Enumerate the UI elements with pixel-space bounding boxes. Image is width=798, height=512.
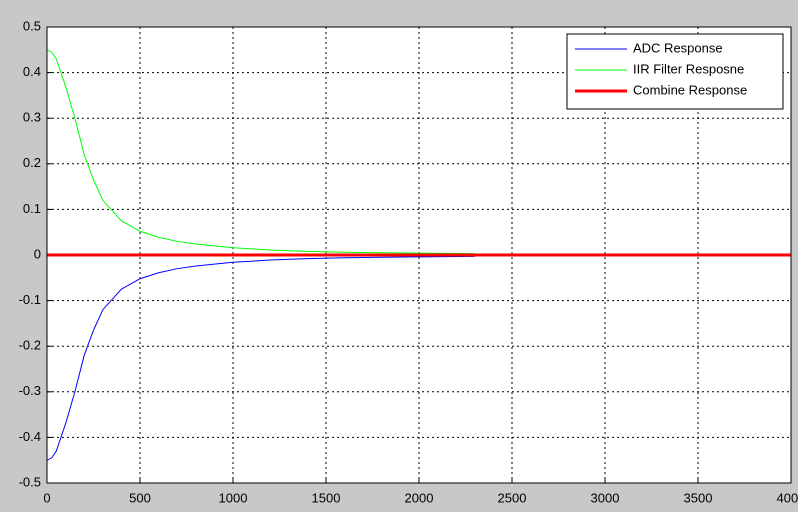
y-tick-label: -0.2	[19, 338, 41, 353]
y-tick-label: -0.1	[19, 292, 41, 307]
x-tick-label: 2500	[498, 490, 527, 505]
y-tick-label: 0.2	[23, 155, 41, 170]
data-line	[46, 255, 475, 461]
axes-frame	[46, 26, 792, 484]
y-tick-label: -0.4	[19, 429, 41, 444]
legend-box	[566, 33, 784, 110]
x-tick-label: 1500	[312, 490, 341, 505]
legend-label: ADC Response	[633, 40, 723, 55]
y-tick-label: 0.1	[23, 201, 41, 216]
x-tick-label: 3000	[591, 490, 620, 505]
y-tick-label: 0.4	[23, 64, 41, 79]
y-tick-label: 0.3	[23, 110, 41, 125]
x-tick-label: 4000	[777, 490, 798, 505]
data-line	[46, 49, 475, 255]
y-tick-label: 0	[34, 246, 41, 261]
y-tick-label: -0.3	[19, 383, 41, 398]
x-tick-label: 2000	[405, 490, 434, 505]
x-tick-label: 3500	[684, 490, 713, 505]
legend-label: Combine Response	[633, 82, 747, 97]
x-tick-label: 1000	[219, 490, 248, 505]
x-tick-label: 500	[129, 490, 151, 505]
legend-label: IIR Filter Resposne	[633, 61, 744, 76]
y-tick-label: -0.5	[19, 474, 41, 489]
x-tick-label: 0	[43, 490, 50, 505]
y-tick-label: 0.5	[23, 18, 41, 33]
